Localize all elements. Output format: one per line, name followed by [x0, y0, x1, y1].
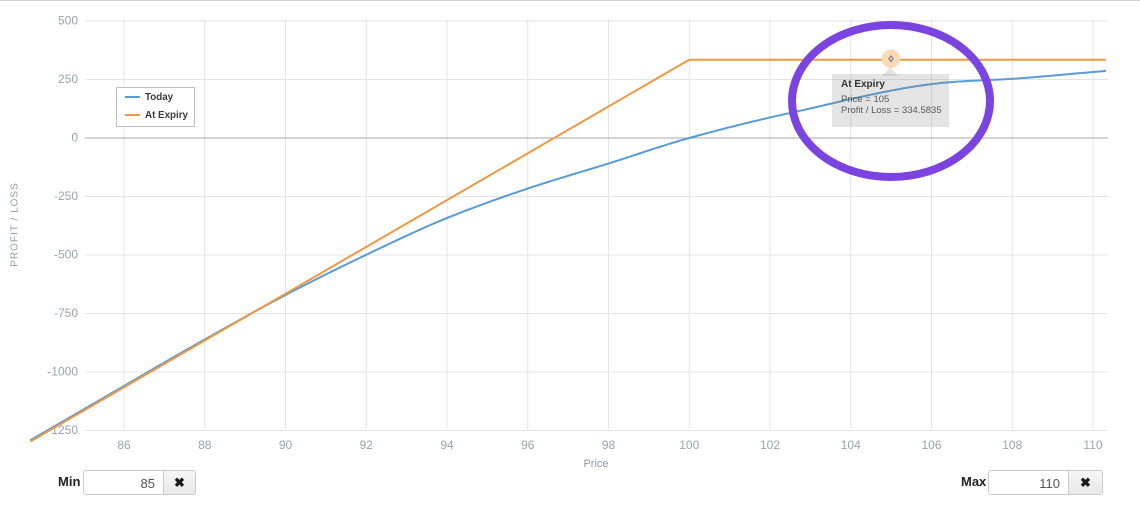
svg-text:0: 0 — [71, 131, 78, 145]
svg-text:102: 102 — [760, 438, 780, 452]
svg-text:108: 108 — [1002, 438, 1022, 452]
svg-text:500: 500 — [58, 14, 78, 28]
svg-text:92: 92 — [360, 438, 374, 452]
svg-text:Price: Price — [583, 458, 608, 470]
svg-text:-750: -750 — [54, 306, 78, 320]
svg-text:88: 88 — [198, 438, 212, 452]
svg-text:86: 86 — [117, 438, 131, 452]
svg-text:-500: -500 — [54, 248, 78, 262]
svg-text:-1000: -1000 — [47, 365, 78, 379]
svg-text:98: 98 — [602, 438, 616, 452]
svg-text:100: 100 — [679, 438, 699, 452]
svg-text:90: 90 — [279, 438, 293, 452]
svg-text:-250: -250 — [54, 189, 78, 203]
svg-text:94: 94 — [440, 438, 454, 452]
svg-text:110: 110 — [1083, 438, 1102, 452]
svg-text:250: 250 — [58, 72, 78, 86]
svg-text:96: 96 — [521, 438, 535, 452]
svg-text:106: 106 — [921, 438, 941, 452]
svg-text:104: 104 — [841, 438, 861, 452]
